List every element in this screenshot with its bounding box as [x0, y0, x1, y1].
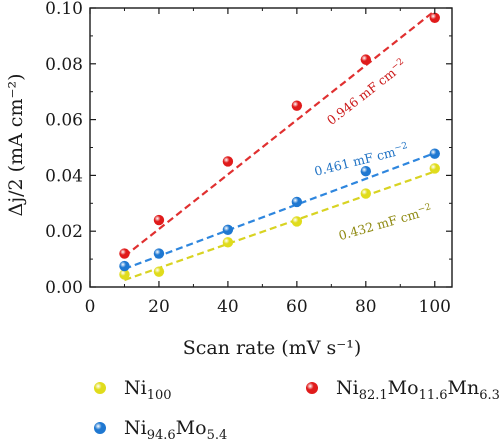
slope-annotations: 0.432 mF cm−20.461 mF cm−20.946 mF cm−2 — [313, 57, 434, 243]
x-tick-label: 100 — [419, 297, 451, 317]
x-tick-label: 0 — [85, 297, 96, 317]
fit-line-nimo — [124, 152, 436, 270]
point-ni100 — [429, 163, 440, 174]
legend-item-nimomn: Ni82.1Mo11.6Mn6.3 — [306, 377, 500, 403]
legend-label-ni100: Ni100 — [124, 377, 172, 403]
point-nimomn — [222, 156, 234, 167]
point-ni100 — [119, 269, 130, 280]
x-tick-label: 20 — [148, 297, 170, 317]
point-nimomn — [119, 248, 130, 259]
point-nimo — [119, 260, 130, 272]
x-tick-label: 80 — [355, 297, 377, 317]
point-nimo — [222, 224, 234, 236]
point-ni100 — [360, 188, 372, 199]
fit-lines — [123, 9, 436, 282]
legend: Ni100 Ni94.6Mo5.4 Ni82.1Mo11.6Mn6.3 — [94, 377, 500, 443]
point-ni100 — [222, 237, 234, 248]
y-tick-label: 0.08 — [45, 55, 83, 75]
point-nimo — [429, 148, 440, 159]
data-points — [119, 12, 440, 280]
slope-label-nimomn: 0.946 mF cm−2 — [324, 57, 409, 128]
point-ni100 — [291, 216, 303, 227]
y-axis-title: Δj/2 (mA cm⁻²) — [5, 73, 27, 216]
point-nimomn — [153, 214, 165, 226]
point-nimomn — [291, 100, 303, 111]
slope-label-ni100: 0.432 mF cm−2 — [337, 202, 434, 243]
legend-item-nimo: Ni94.6Mo5.4 — [94, 417, 227, 443]
point-nimomn — [360, 54, 372, 65]
legend-label-nimomn: Ni82.1Mo11.6Mn6.3 — [336, 377, 500, 403]
y-tick-label: 0.10 — [45, 0, 83, 19]
y-tick-label: 0.06 — [45, 111, 83, 131]
x-axis-title: Scan rate (mV s⁻¹) — [183, 337, 362, 359]
point-nimo — [153, 248, 165, 259]
point-ni100 — [153, 266, 165, 277]
legend-marker-nimo — [94, 422, 106, 434]
legend-marker-ni100 — [94, 382, 106, 394]
axis-ticks: 0 20 40 60 80 100 0.00 0.02 0.04 0.06 0.08 0.10 — [45, 0, 452, 317]
point-nimo — [360, 166, 372, 177]
x-tick-label: 60 — [286, 297, 308, 317]
point-nimo — [291, 196, 303, 208]
legend-item-ni100: Ni100 — [94, 377, 172, 403]
legend-label-nimo: Ni94.6Mo5.4 — [124, 417, 227, 443]
y-tick-label: 0.02 — [45, 222, 83, 242]
x-tick-label: 40 — [217, 297, 239, 317]
y-tick-label: 0.00 — [45, 278, 83, 298]
legend-marker-nimomn — [306, 382, 318, 394]
y-tick-label: 0.04 — [45, 166, 83, 186]
point-nimomn — [429, 12, 440, 23]
